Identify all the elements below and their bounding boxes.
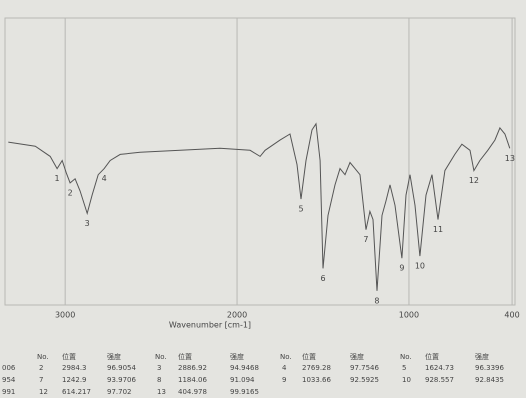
table-cell: 1624.73	[425, 364, 454, 372]
table-cell: 614.217	[62, 388, 91, 396]
table-cell: 1242.9	[62, 376, 87, 384]
peak-label: 1	[55, 174, 60, 183]
table-cell: 4	[282, 364, 287, 372]
peak-label: 11	[433, 225, 443, 234]
peak-label: 8	[374, 296, 379, 305]
spectrum-photo: Wavenumber [cm-1] 3000200010004001234567…	[0, 0, 526, 398]
table-header: No.	[280, 353, 292, 361]
peak-label: 6	[320, 274, 325, 283]
table-cell: 9	[282, 376, 286, 384]
table-header: 位置	[62, 352, 76, 361]
peak-label: 10	[415, 262, 425, 271]
table-cell: 94.9468	[230, 364, 259, 372]
peak-label: 7	[363, 235, 368, 244]
table-cell: 2886.92	[178, 364, 207, 372]
table-cell: 3	[157, 364, 161, 372]
table-header: 位置	[178, 352, 192, 361]
peak-label: 9	[399, 264, 404, 273]
peak-label: 13	[505, 154, 515, 163]
table-cell: 954	[2, 376, 16, 384]
table-cell: 2984.3	[62, 364, 87, 372]
table-cell: 10	[402, 376, 411, 384]
table-cell: 991	[2, 388, 15, 396]
table-cell: 92.8435	[475, 376, 504, 384]
table-cell: 928.557	[425, 376, 454, 384]
table-cell: 1033.66	[302, 376, 331, 384]
table-header: 位置	[425, 352, 439, 361]
peak-label: 4	[102, 174, 107, 183]
table-header: 强度	[350, 352, 364, 361]
table-cell: 97.7546	[350, 364, 379, 372]
table-cell: 91.094	[230, 376, 255, 384]
table-cell: 2	[39, 364, 43, 372]
paper	[0, 0, 526, 398]
table-cell: 97.702	[107, 388, 132, 396]
table-cell: 92.5925	[350, 376, 379, 384]
peak-label: 12	[469, 176, 479, 185]
table-cell: 12	[39, 388, 48, 396]
table-cell: 8	[157, 376, 161, 384]
table-header: 强度	[230, 352, 244, 361]
x-tick-label: 2000	[227, 311, 247, 320]
table-header: No.	[400, 353, 412, 361]
table-cell: 96.3396	[475, 364, 504, 372]
x-tick-label: 3000	[55, 311, 75, 320]
x-axis-label: Wavenumber [cm-1]	[169, 321, 251, 330]
table-cell: 5	[402, 364, 406, 372]
table-cell: 1184.06	[178, 376, 207, 384]
x-tick-label: 1000	[399, 311, 419, 320]
table-cell: 96.9054	[107, 364, 136, 372]
table-header: No.	[37, 353, 49, 361]
table-header: 强度	[475, 352, 489, 361]
x-tick-label: 400	[504, 311, 519, 320]
table-header: 强度	[107, 352, 121, 361]
table-cell: 7	[39, 376, 43, 384]
table-cell: 2769.28	[302, 364, 331, 372]
table-cell: 404.978	[178, 388, 207, 396]
table-cell: 006	[2, 364, 16, 372]
table-cell: 13	[157, 388, 166, 396]
table-cell: 93.9706	[107, 376, 136, 384]
table-header: No.	[155, 353, 167, 361]
table-cell: 99.9165	[230, 388, 259, 396]
peak-label: 3	[85, 219, 90, 228]
peak-label: 5	[298, 205, 303, 214]
table-header: 位置	[302, 352, 316, 361]
peak-label: 2	[68, 188, 73, 197]
